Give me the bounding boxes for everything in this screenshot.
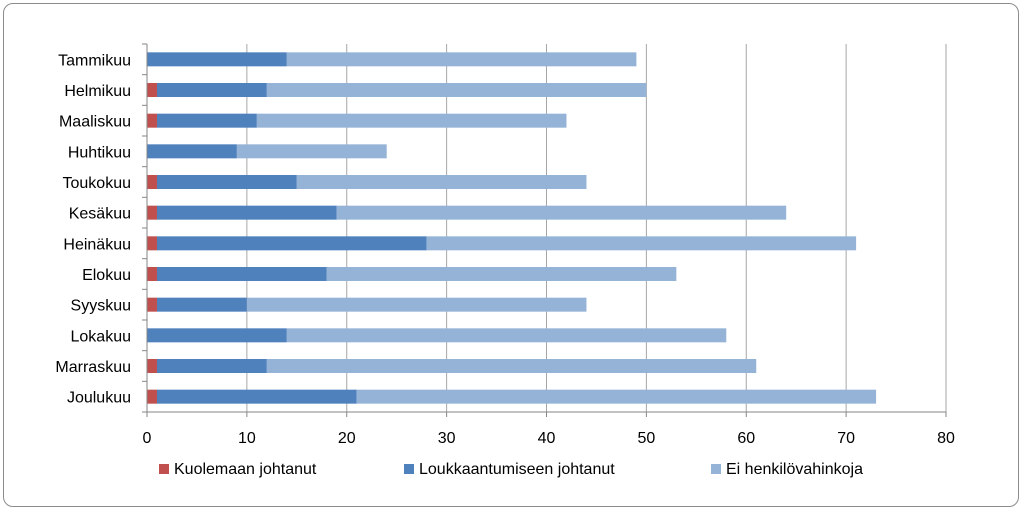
category-label: Joulukuu	[67, 390, 131, 407]
x-tick-label: 0	[143, 430, 152, 447]
bars	[147, 52, 877, 404]
x-tick-label: 50	[637, 430, 655, 447]
category-label: Elokuu	[82, 267, 131, 284]
x-axis: 0 10 20 30 40 50 60 70 80	[142, 43, 955, 447]
legend-label: Loukkaantumiseen johtanut	[419, 461, 615, 478]
bar-segment	[266, 83, 647, 97]
legend-swatch	[159, 464, 169, 474]
bar-segment	[156, 359, 267, 373]
bar-segment	[256, 113, 567, 128]
category-label: Marraskuu	[55, 359, 131, 376]
category-label: Toukokuu	[63, 175, 132, 192]
category-label: Syyskuu	[71, 298, 131, 315]
x-tick-label: 60	[737, 430, 755, 447]
legend-label: Kuolemaan johtanut	[174, 461, 317, 478]
bar-segment	[286, 52, 637, 67]
bar-segment	[326, 267, 677, 281]
bar-segment	[156, 205, 337, 220]
x-tick-label: 80	[937, 430, 955, 447]
bar-segment	[156, 297, 247, 312]
gridlines	[246, 44, 947, 412]
x-tick-label: 70	[837, 430, 855, 447]
category-label: Lokakuu	[71, 328, 132, 345]
x-tick-label: 30	[438, 430, 456, 447]
category-label: Huhtikuu	[68, 144, 131, 161]
x-tick-label: 20	[338, 430, 356, 447]
bar-segment	[156, 389, 357, 404]
category-label: Maaliskuu	[59, 114, 131, 131]
bar-segment	[266, 359, 757, 373]
category-label: Kesäkuu	[69, 206, 131, 223]
bar-segment	[156, 83, 267, 97]
legend-swatch	[404, 464, 414, 474]
bar-segment	[286, 328, 727, 343]
x-tick-label: 10	[238, 430, 256, 447]
legend-swatch	[711, 464, 721, 474]
bar-segment	[296, 175, 587, 189]
legend-label: Ei henkilövahinkoja	[726, 461, 863, 478]
bar-segment	[426, 236, 857, 251]
bar-segment	[147, 328, 287, 343]
bar-segment	[147, 52, 287, 67]
category-label: Tammikuu	[58, 52, 131, 69]
legend: Kuolemaan johtanut Loukkaantumiseen johta…	[159, 461, 863, 478]
bar-segment	[147, 83, 157, 97]
bar-segment	[147, 113, 157, 128]
bar-segment	[246, 297, 587, 312]
bar-segment	[147, 144, 237, 159]
bar-segment	[147, 236, 157, 251]
bar-segment	[147, 297, 157, 312]
category-label: Heinäkuu	[63, 236, 131, 253]
bar-segment	[156, 267, 327, 281]
bar-segment	[336, 205, 787, 220]
bar-segment	[156, 236, 427, 251]
x-tick-label: 40	[538, 430, 556, 447]
bar-segment	[147, 389, 157, 404]
bar-segment	[147, 205, 157, 220]
bar-segment	[156, 113, 257, 128]
bar-segment	[147, 267, 157, 281]
bar-segment	[147, 359, 157, 373]
bar-segment	[236, 144, 387, 159]
bar-segment	[156, 175, 297, 189]
category-labels: Tammikuu Helmikuu Maaliskuu Huhtikuu Toukoku…	[55, 52, 131, 406]
bar-segment	[147, 175, 157, 189]
bar-segment	[356, 389, 877, 404]
category-label: Helmikuu	[64, 83, 131, 100]
